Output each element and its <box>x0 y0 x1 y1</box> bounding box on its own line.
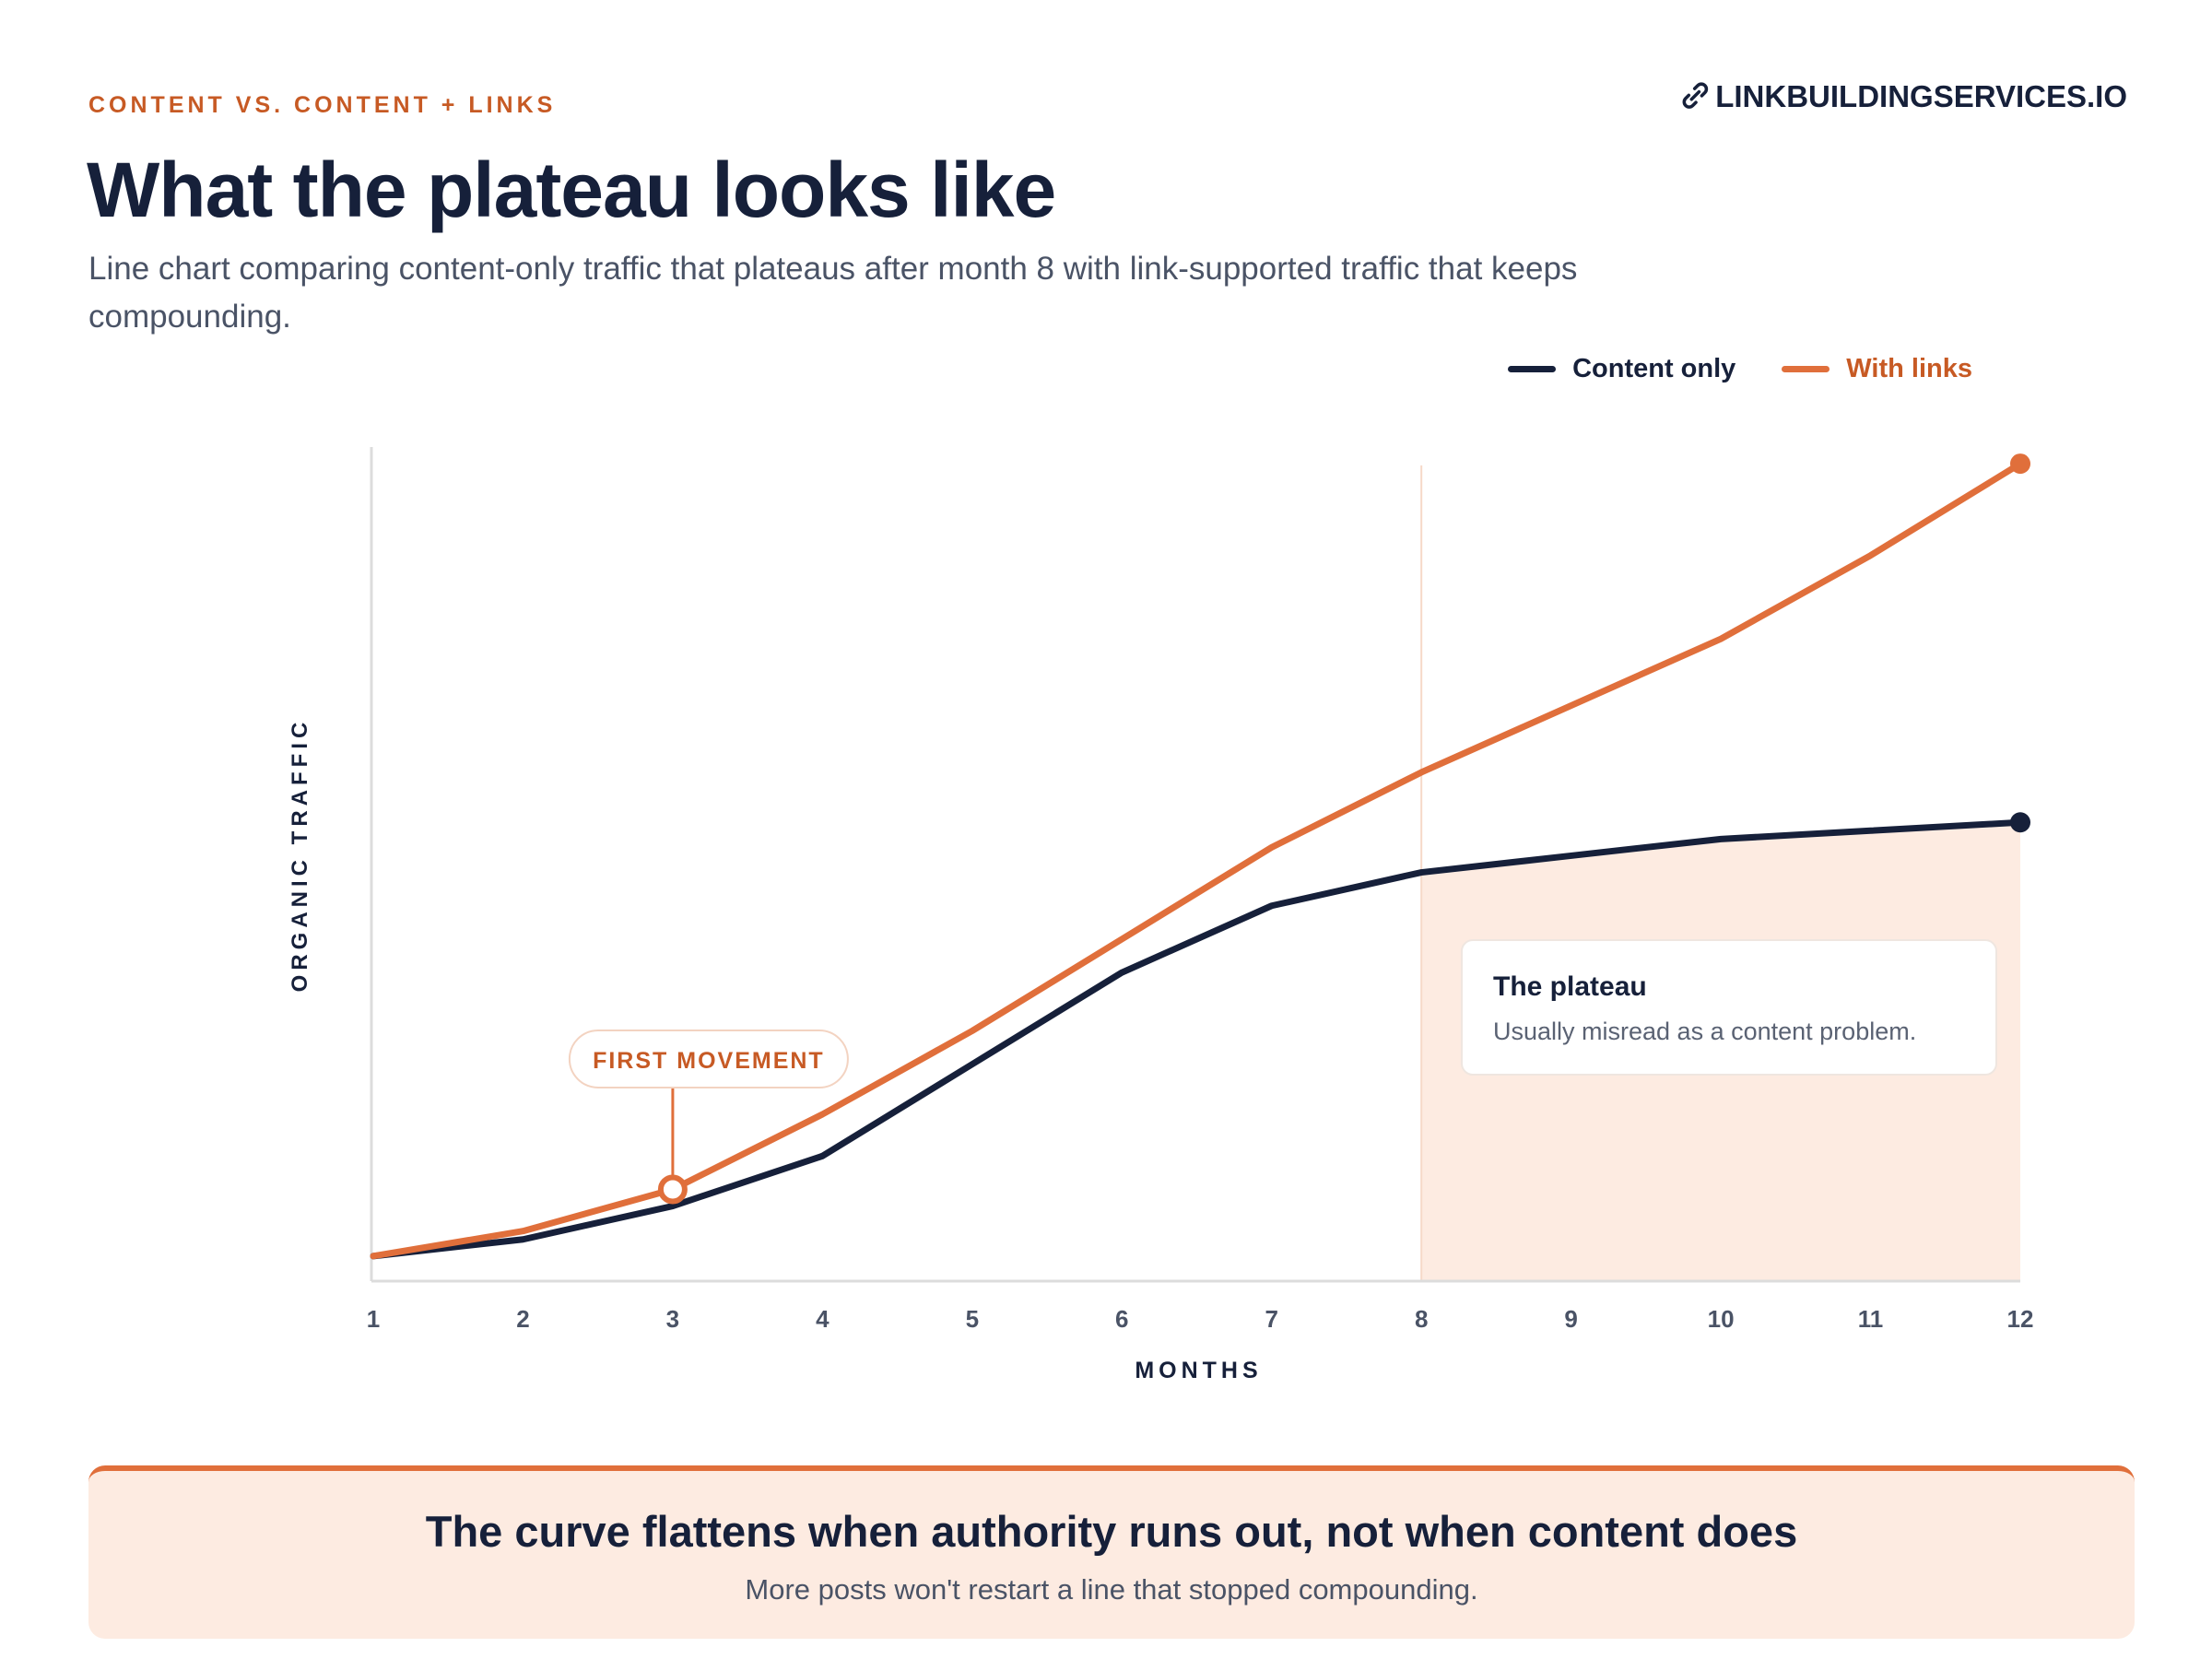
x-tick-label: 1 <box>367 1305 380 1333</box>
x-tick-label: 10 <box>1708 1305 1735 1333</box>
chart-legend: Content only With links <box>1508 354 1972 384</box>
legend-item-with-links: With links <box>1782 354 1972 384</box>
x-tick-label: 3 <box>666 1305 679 1333</box>
chart-series <box>370 453 2030 1260</box>
first-movement-marker <box>657 1174 688 1205</box>
x-tick-label: 2 <box>516 1305 529 1333</box>
eyebrow-label: CONTENT VS. CONTENT + LINKS <box>88 92 557 118</box>
end-point-with-links <box>2010 453 2030 475</box>
x-tick-label: 4 <box>816 1305 830 1333</box>
end-point-content-only <box>2010 812 2030 833</box>
x-tick-label: 12 <box>2007 1305 2034 1333</box>
chart-annotations: FIRST MOVEMENT The plateau Usually misread… <box>568 939 1997 1205</box>
series-line-content-only <box>370 818 2024 1260</box>
takeaway-headline: The curve flattens when authority runs o… <box>425 1507 1798 1556</box>
x-tick-label: 11 <box>1858 1305 1884 1333</box>
link-icon <box>1682 82 1709 109</box>
legend-swatch-with-links <box>1782 366 1830 372</box>
x-tick-label: 9 <box>1564 1305 1577 1333</box>
plateau-card <box>1461 939 1997 1076</box>
x-tick-label: 6 <box>1115 1305 1128 1333</box>
page-title: What the plateau looks like <box>87 147 1056 233</box>
plateau-region <box>1420 465 2020 1281</box>
takeaway-callout: The curve flattens when authority runs o… <box>88 1465 2135 1639</box>
y-axis-title: ORGANIC TRAFFIC <box>288 718 312 993</box>
first-movement-label: FIRST MOVEMENT <box>593 1048 825 1074</box>
legend-label-content-only: Content only <box>1572 354 1736 383</box>
plateau-card-title: The plateau <box>1493 971 1647 1002</box>
first-movement-pill <box>568 1030 849 1088</box>
page-subtitle: Line chart comparing content-only traffi… <box>88 251 1578 335</box>
series-line-with-links <box>370 460 2024 1260</box>
x-tick-label: 8 <box>1415 1305 1428 1333</box>
x-axis-title: MONTHS <box>1135 1358 1262 1383</box>
legend-swatch-content-only <box>1508 366 1557 372</box>
x-tick-label: 7 <box>1265 1305 1277 1333</box>
plateau-card-text: Usually misread as a content problem. <box>1493 1018 1916 1045</box>
brand-logo[interactable]: LINKBUILDINGSERVICES.IO <box>1678 79 2127 114</box>
x-tick-label: 5 <box>966 1305 979 1333</box>
legend-label-with-links: With links <box>1846 354 1972 383</box>
takeaway-subtext: More posts won't restart a line that sto… <box>745 1573 1478 1606</box>
legend-item-content-only: Content only <box>1508 354 1735 384</box>
brand-name: LINKBUILDINGSERVICES.IO <box>1715 79 2127 113</box>
